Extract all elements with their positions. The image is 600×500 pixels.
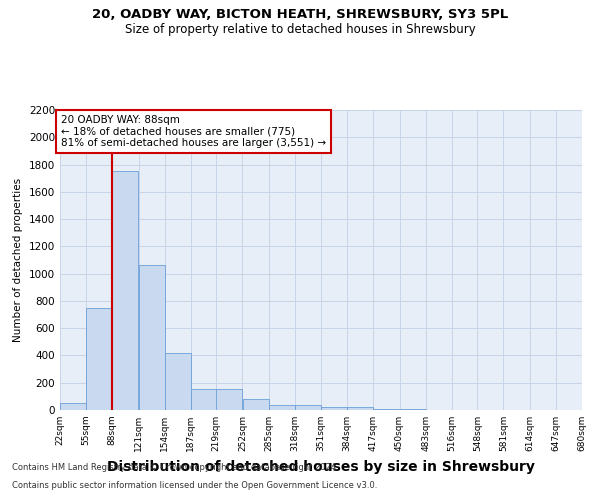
Bar — [373, 408, 400, 410]
Bar — [191, 389, 217, 410]
Bar — [165, 352, 191, 410]
Text: Size of property relative to detached houses in Shrewsbury: Size of property relative to detached ho… — [125, 22, 475, 36]
Bar — [86, 308, 112, 410]
Bar — [139, 266, 164, 410]
Text: Contains HM Land Registry data © Crown copyright and database right 2024.: Contains HM Land Registry data © Crown c… — [12, 464, 338, 472]
Bar — [60, 403, 86, 410]
Bar — [347, 408, 373, 410]
Bar — [217, 389, 242, 410]
Text: 20 OADBY WAY: 88sqm
← 18% of detached houses are smaller (775)
81% of semi-detac: 20 OADBY WAY: 88sqm ← 18% of detached ho… — [61, 115, 326, 148]
Bar — [321, 406, 347, 410]
Bar — [112, 172, 139, 410]
Bar — [269, 404, 295, 410]
X-axis label: Distribution of detached houses by size in Shrewsbury: Distribution of detached houses by size … — [107, 460, 535, 473]
Text: 20, OADBY WAY, BICTON HEATH, SHREWSBURY, SY3 5PL: 20, OADBY WAY, BICTON HEATH, SHREWSBURY,… — [92, 8, 508, 20]
Bar — [242, 399, 269, 410]
Bar — [295, 405, 321, 410]
Y-axis label: Number of detached properties: Number of detached properties — [13, 178, 23, 342]
Text: Contains public sector information licensed under the Open Government Licence v3: Contains public sector information licen… — [12, 481, 377, 490]
